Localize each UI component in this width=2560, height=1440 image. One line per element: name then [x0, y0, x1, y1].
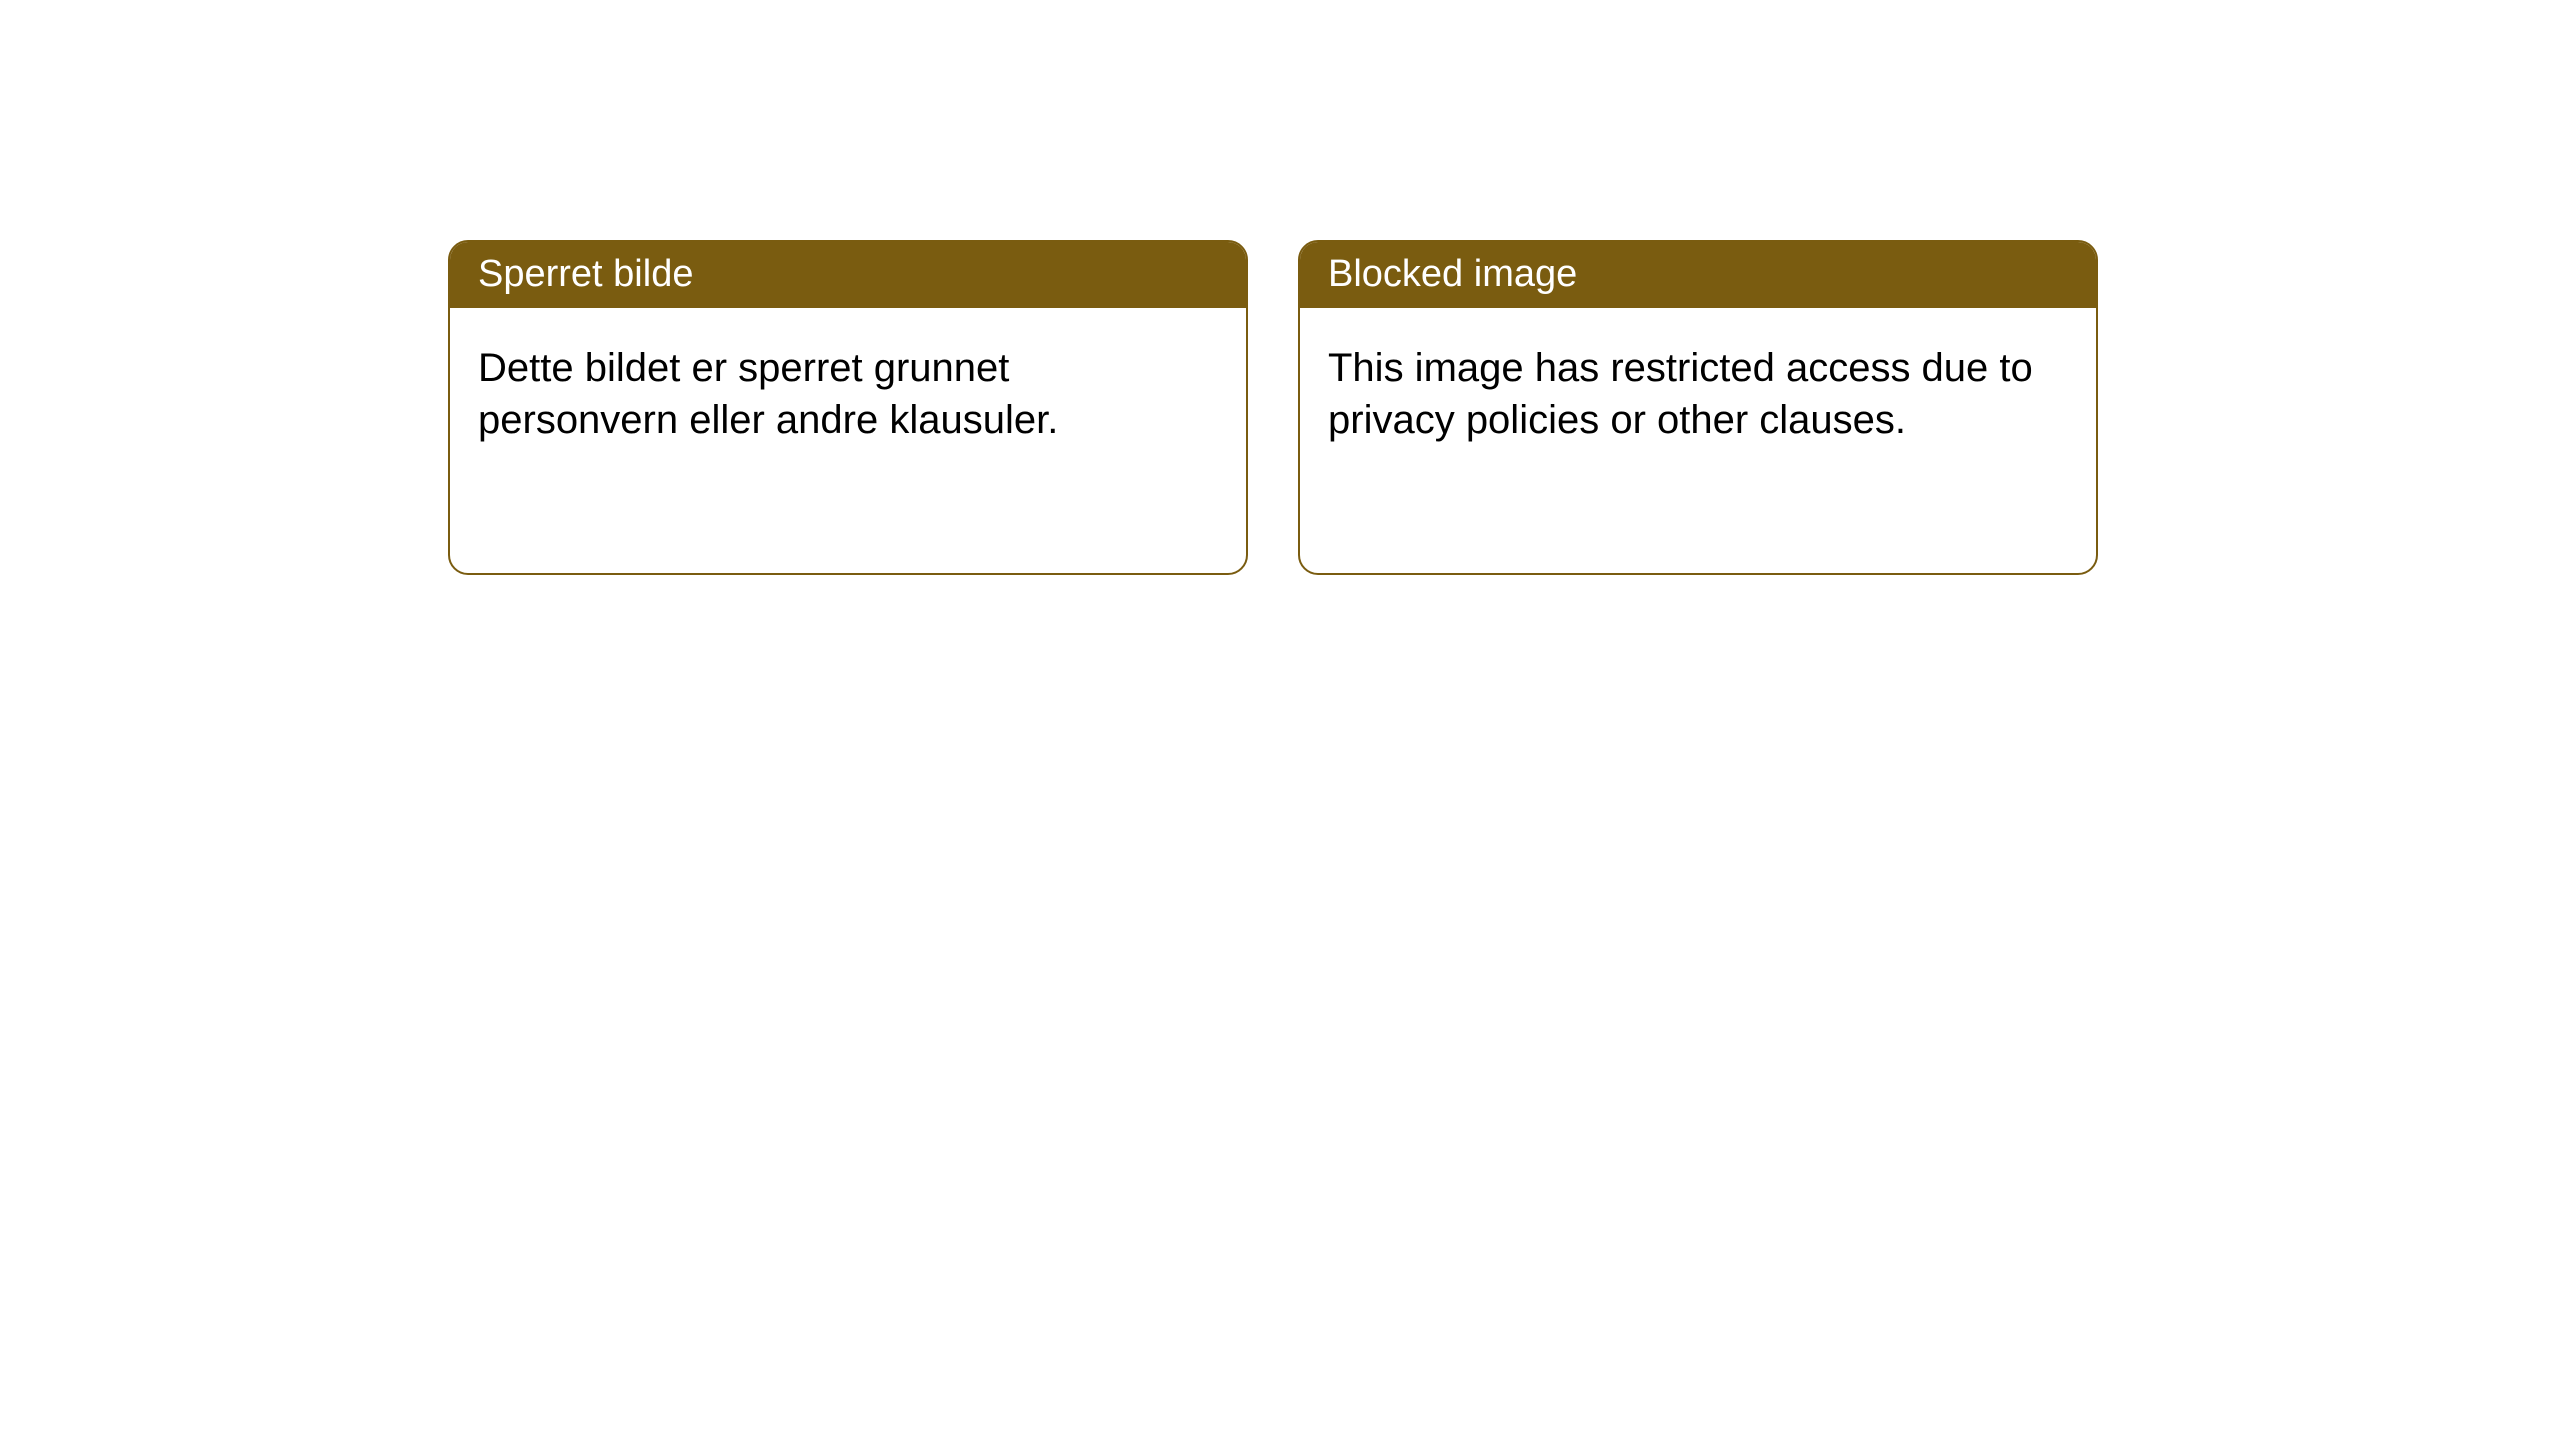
card-body: Dette bildet er sperret grunnet personve…: [450, 308, 1246, 480]
notice-container: Sperret bilde Dette bildet er sperret gr…: [0, 0, 2560, 575]
notice-card-english: Blocked image This image has restricted …: [1298, 240, 2098, 575]
card-header: Sperret bilde: [450, 242, 1246, 308]
card-header: Blocked image: [1300, 242, 2096, 308]
notice-card-norwegian: Sperret bilde Dette bildet er sperret gr…: [448, 240, 1248, 575]
card-body: This image has restricted access due to …: [1300, 308, 2096, 480]
